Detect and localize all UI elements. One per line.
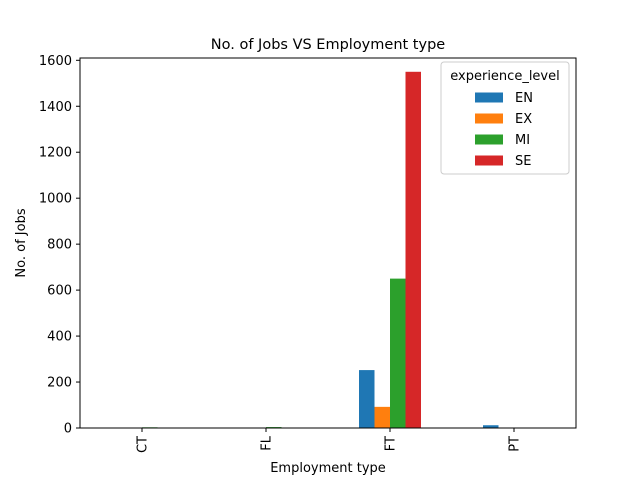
legend-title: experience_level bbox=[450, 69, 559, 84]
bar-en-ft bbox=[359, 370, 375, 428]
legend-swatch-en bbox=[475, 92, 503, 103]
legend-swatch-se bbox=[475, 155, 503, 166]
legend-swatch-ex bbox=[475, 113, 503, 124]
legend: experience_level EN EX MI SE bbox=[440, 61, 570, 175]
bar-ex-ft bbox=[374, 406, 390, 428]
y-tick-label: 800 bbox=[47, 238, 72, 253]
bars-layer bbox=[142, 71, 499, 428]
x-axis-label: Employment type bbox=[270, 461, 386, 476]
y-axis-label: No. of Jobs bbox=[14, 208, 29, 277]
legend-label-se: SE bbox=[515, 154, 531, 169]
y-tick-label: 600 bbox=[47, 284, 72, 299]
plot-frame bbox=[79, 57, 577, 429]
y-tick-label: 400 bbox=[47, 330, 72, 345]
y-tick-label: 1200 bbox=[39, 146, 72, 161]
y-tick-label: 1000 bbox=[39, 192, 72, 207]
chart-title: No. of Jobs VS Employment type bbox=[211, 37, 445, 53]
y-tick-label: 1400 bbox=[39, 100, 72, 115]
y-tick-label: 200 bbox=[47, 376, 72, 391]
legend-label-ex: EX bbox=[515, 112, 532, 127]
x-tick-label: FT bbox=[384, 436, 399, 451]
y-axis: 0 200 400 600 800 1000 1200 1400 1600 bbox=[39, 54, 80, 437]
x-tick-label: FL bbox=[260, 435, 275, 450]
bar-mi-ft bbox=[390, 278, 406, 428]
x-axis: CT FL FT PT bbox=[136, 428, 523, 453]
legend-swatch-mi bbox=[475, 134, 503, 145]
x-tick-label: CT bbox=[136, 436, 151, 453]
y-tick-label: 0 bbox=[64, 422, 72, 437]
x-tick-label: PT bbox=[508, 436, 523, 452]
bar-en-pt bbox=[483, 425, 499, 428]
legend-label-mi: MI bbox=[515, 133, 530, 148]
legend-label-en: EN bbox=[515, 91, 533, 106]
y-tick-label: 1600 bbox=[39, 54, 72, 69]
bar-se-ft bbox=[405, 71, 421, 428]
legend-box bbox=[440, 61, 570, 175]
